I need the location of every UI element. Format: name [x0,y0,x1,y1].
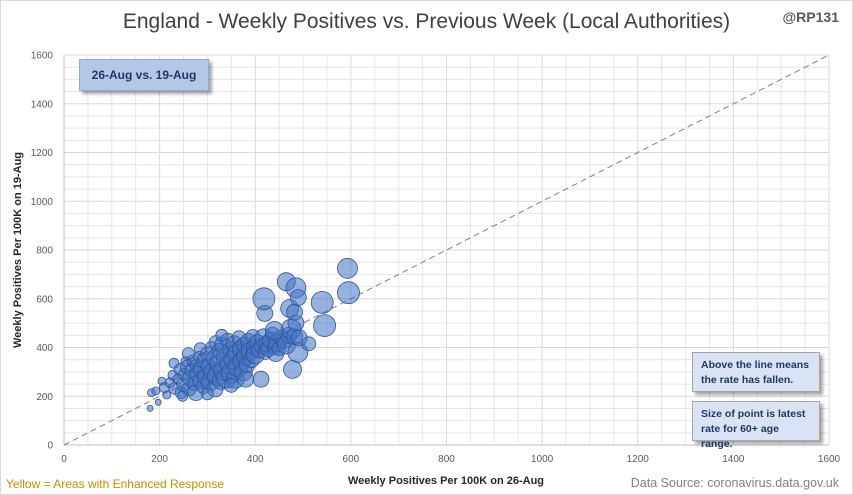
data-point [264,320,284,340]
y-tick-label: 200 [36,392,53,403]
data-point [215,328,229,342]
y-axis-ticks: 0 200 400 600 800 1000 1200 1400 1600 [31,51,54,452]
data-point [252,287,276,311]
data-point [286,303,303,321]
data-point [177,390,189,402]
data-point [313,314,337,338]
chart-title: England - Weekly Positives vs. Previous … [122,10,731,33]
y-tick-label: 1000 [31,197,54,208]
y-tick-label: 800 [36,246,53,257]
note-line-meaning: Above the line means the rate has fallen… [692,352,820,392]
y-tick-label: 400 [36,343,53,354]
x-tick-label: 1600 [818,454,841,465]
data-point [162,390,172,400]
x-tick-label: 600 [343,454,360,465]
y-tick-label: 1200 [31,148,54,159]
data-point [154,398,162,406]
data-point [310,290,334,314]
x-tick-label: 800 [438,454,455,465]
x-tick-label: 1200 [627,454,650,465]
data-point [168,357,180,369]
x-tick-label: 1400 [722,454,745,465]
enhanced-response-note: Yellow = Areas with Enhanced Response [6,477,225,491]
data-points [146,257,360,412]
x-axis-ticks: 0 200 400 600 800 1000 1200 1400 1600 [61,454,840,465]
x-tick-label: 1000 [531,454,554,465]
data-point [193,342,207,356]
x-axis-label: Weekly Positives Per 100K on 26-Aug [348,475,544,487]
data-point [237,370,255,388]
data-point [301,336,317,352]
data-point [146,404,154,412]
y-tick-label: 0 [47,441,53,452]
data-point [151,386,161,396]
y-tick-label: 600 [36,294,53,305]
data-point [252,370,270,388]
y-tick-label: 1400 [31,99,54,110]
data-point [200,387,214,401]
note-point-size: Size of point is latest rate for 60+ age… [692,401,820,450]
data-point [337,281,360,305]
period-label: 26-Aug vs. 19-Aug [79,59,209,91]
data-point [289,289,307,306]
plot-area [63,55,829,446]
author-handle: @RP131 [782,9,839,25]
data-source: Data Source: coronavirus.data.gov.uk [630,476,839,490]
data-point [223,377,239,393]
data-point [283,359,302,379]
x-tick-label: 0 [61,454,67,465]
y-axis-label: Weekly Positives Per 100K on 19-Aug [12,152,24,348]
y-tick-label: 1600 [31,51,54,62]
data-point [181,347,195,361]
x-tick-label: 400 [247,454,264,465]
x-tick-label: 200 [151,454,168,465]
data-point [337,257,358,279]
